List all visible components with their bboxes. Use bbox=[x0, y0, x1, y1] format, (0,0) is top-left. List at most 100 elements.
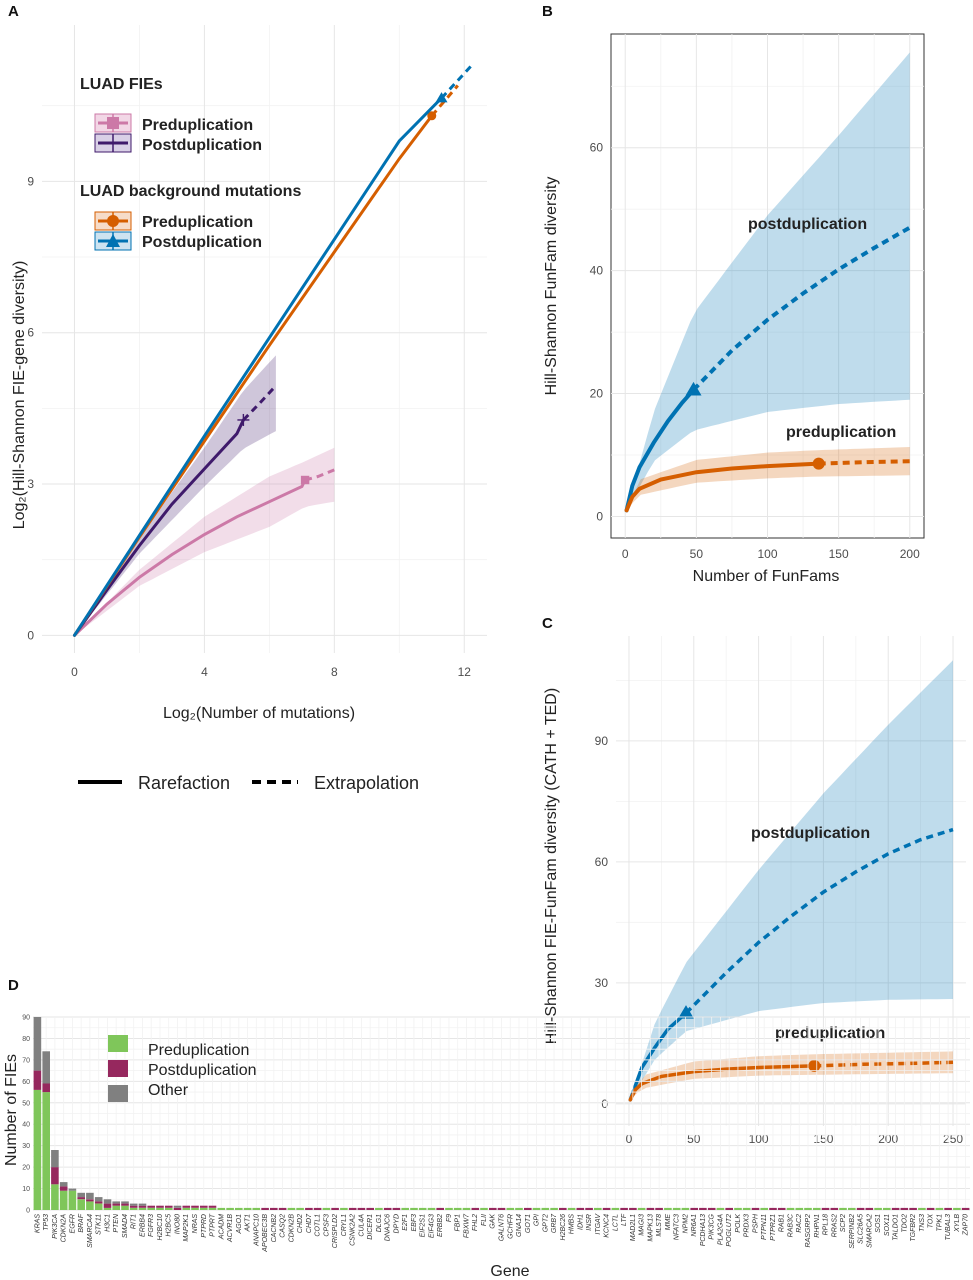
bar-nras-postduplication bbox=[191, 1205, 199, 1208]
gene-label-tdo2: TDO2 bbox=[901, 1214, 908, 1233]
bar-map2k1-postduplication bbox=[182, 1205, 191, 1208]
bar-smad4-postduplication bbox=[121, 1203, 129, 1206]
y-tick-label: 6 bbox=[27, 326, 34, 340]
gene-label-map2k1: MAP2K1 bbox=[183, 1214, 190, 1242]
panel-d-plot: 0 10 20 30 40 50 60 70 80 90 KRAS TP53 PIK3CA CDKN2A… bbox=[3, 1015, 970, 1280]
gene-label-pik3ca: PIK3CA bbox=[52, 1214, 59, 1239]
gene-label-mad2l1: MAD2L1 bbox=[630, 1214, 637, 1241]
bar-h3c1-preduplication bbox=[103, 1207, 112, 1210]
bar-cul4a-postduplication bbox=[357, 1207, 366, 1210]
bar-fgfr3-preduplication bbox=[147, 1207, 155, 1210]
bar-gpi-preduplication bbox=[532, 1207, 541, 1210]
legend-label-d-pre: Preduplication bbox=[148, 1042, 249, 1059]
y-tick-label: 9 bbox=[27, 174, 34, 188]
d-y-tick-label: 90 bbox=[22, 1015, 30, 1022]
marker-luad-background-mutations-preduplication bbox=[427, 111, 437, 121]
gene-label-erbb2: ERBB2 bbox=[437, 1214, 444, 1237]
marker-preduplication bbox=[812, 457, 825, 470]
panel-b-confidence-bands bbox=[626, 52, 910, 511]
gene-label-fhl2: FHL2 bbox=[472, 1214, 479, 1231]
gene-label-acvr1b: ACVR1B bbox=[227, 1214, 234, 1243]
extrapolation-line-preduplication bbox=[818, 459, 910, 466]
panel-a-xlabel: Log₂(Number of mutations) bbox=[163, 705, 355, 722]
panel-d-ylabel: Number of FIEs bbox=[3, 1054, 20, 1166]
bar-hmbs-preduplication bbox=[567, 1207, 576, 1210]
panel-b-annotation-pre: preduplication bbox=[786, 424, 896, 441]
panel-c-lines bbox=[628, 827, 954, 1102]
y-tick-label: 0 bbox=[596, 509, 603, 523]
gene-label-rpl18: RPL18 bbox=[823, 1214, 830, 1236]
bar-eif2s1-preduplication bbox=[418, 1207, 427, 1210]
bar-pten-preduplication bbox=[112, 1205, 120, 1210]
panel-b-xlabel: Number of FunFams bbox=[693, 568, 840, 585]
gene-label-dlg1: DLG1 bbox=[376, 1214, 383, 1232]
gene-label-pcdha13: PCDHA13 bbox=[700, 1214, 707, 1246]
bar-galnt6-postduplication bbox=[497, 1207, 506, 1210]
y-tick-label: 60 bbox=[595, 855, 609, 869]
gene-label-smarca4: SMARCA4 bbox=[87, 1214, 94, 1248]
bar-smarca2-postduplication bbox=[865, 1207, 874, 1210]
gene-label-ltf: LTF bbox=[621, 1213, 628, 1226]
bar-acadm-preduplication bbox=[217, 1207, 226, 1210]
gene-label-nr6a1: NR6A1 bbox=[691, 1214, 698, 1237]
panel-b-annotation-post: postduplication bbox=[748, 216, 867, 233]
gene-label-mme: MME bbox=[665, 1214, 672, 1231]
gene-label-chd2: CHD2 bbox=[297, 1214, 304, 1233]
bar-mlst8-postduplication bbox=[655, 1207, 663, 1210]
bar-ltf-postduplication bbox=[620, 1207, 628, 1210]
bar-xylb-preduplication bbox=[953, 1207, 961, 1210]
gene-label-ebf3: EBF3 bbox=[411, 1214, 418, 1232]
panel-label-a: A bbox=[8, 3, 19, 20]
ci-band-preduplication bbox=[626, 447, 910, 511]
gene-label-kcnc4: KCNC4 bbox=[604, 1214, 611, 1238]
bar-erbb4-preduplication bbox=[138, 1207, 147, 1210]
x-tick-label: 200 bbox=[900, 547, 920, 561]
gene-label-mapk13: MAPK13 bbox=[647, 1214, 654, 1242]
gene-label-xylb: XYLB bbox=[954, 1214, 961, 1233]
y-tick-label: 3 bbox=[27, 477, 34, 491]
extrapolation-line-luad-background-mutations-preduplication bbox=[430, 84, 459, 117]
bar-pik3ca-postduplication bbox=[51, 1167, 59, 1185]
bar-serpinb2-preduplication bbox=[848, 1207, 856, 1210]
bar-magi3-preduplication bbox=[637, 1207, 646, 1210]
gene-label-erbb4: ERBB4 bbox=[140, 1214, 147, 1237]
extrapolation-line-postduplication bbox=[692, 225, 911, 392]
bar-smarca4-preduplication bbox=[86, 1201, 94, 1210]
bar-rhpn1-preduplication bbox=[813, 1207, 821, 1210]
legend-label-bg-post: Postduplication bbox=[142, 234, 262, 251]
bar-scp2-preduplication bbox=[839, 1207, 847, 1210]
gene-label-gpt2: GPT2 bbox=[542, 1214, 549, 1232]
bar-cryl1-preduplication bbox=[340, 1207, 348, 1210]
bar-rit1-other bbox=[129, 1203, 138, 1206]
bar-tpk1-preduplication bbox=[935, 1207, 944, 1210]
gene-label-rab3c: RAB3C bbox=[788, 1213, 795, 1237]
gene-label-tubal3: TUBAL3 bbox=[945, 1214, 952, 1241]
bar-akt1-preduplication bbox=[243, 1207, 252, 1210]
bar-psph-postduplication bbox=[751, 1207, 760, 1210]
bar-chd2-preduplication bbox=[296, 1207, 304, 1210]
panel-b-grid bbox=[611, 34, 924, 538]
gene-label-npm2: NPM2 bbox=[682, 1214, 689, 1234]
rarefaction-line-preduplication bbox=[628, 1064, 817, 1102]
bar-rras2-postduplication bbox=[830, 1207, 839, 1210]
legend-label-d-post: Postduplication bbox=[148, 1062, 257, 1079]
gene-label-ago1: AGO1 bbox=[236, 1214, 243, 1235]
bar-rpl18-postduplication bbox=[821, 1207, 830, 1210]
d-y-tick-label: 40 bbox=[22, 1122, 30, 1129]
bar-nfatc3-preduplication bbox=[672, 1207, 681, 1210]
gene-label-ptprz1: PTPRZ1 bbox=[770, 1214, 777, 1241]
bar-h2bc10-preduplication bbox=[156, 1207, 164, 1210]
legend-swatch-d-pre bbox=[108, 1035, 128, 1052]
bar-h3c1-other bbox=[103, 1199, 112, 1204]
gene-label-gna14: GNA14 bbox=[516, 1214, 523, 1237]
bar-h3c1-postduplication bbox=[103, 1203, 112, 1208]
legend-label-fies-post: Postduplication bbox=[142, 137, 262, 154]
panel-b-lines bbox=[624, 225, 911, 513]
bar-pik3cg-postduplication bbox=[707, 1207, 716, 1210]
bar-tp53-postduplication bbox=[42, 1083, 50, 1093]
x-tick-label: 150 bbox=[829, 547, 849, 561]
bar-cpsf3-preduplication bbox=[322, 1207, 331, 1210]
gene-label-flii: FLII bbox=[481, 1214, 488, 1226]
